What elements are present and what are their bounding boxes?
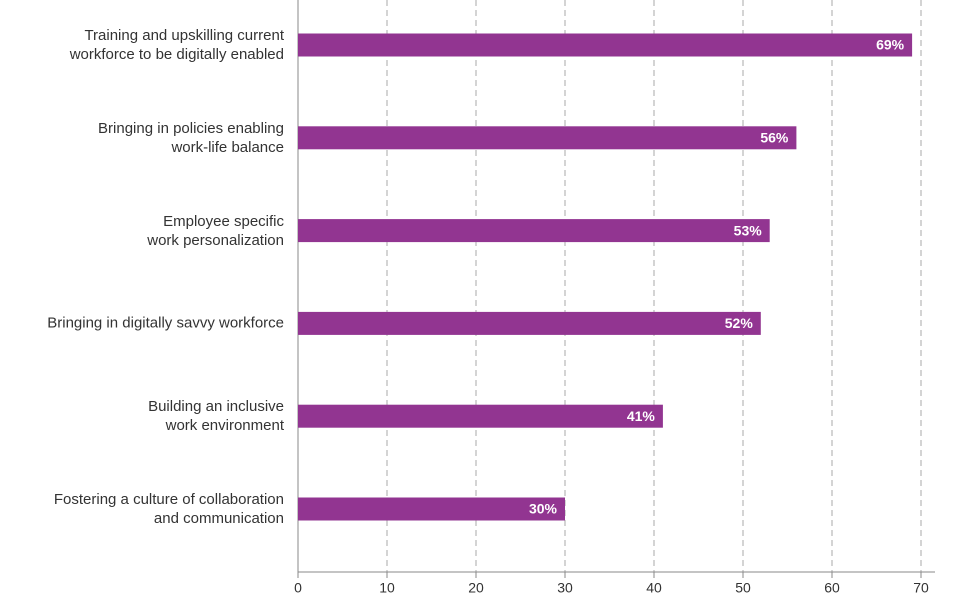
y-tick-label: Employee specific work personalization <box>147 212 284 249</box>
y-tick-label: Bringing in digitally savvy workforce <box>47 314 284 332</box>
data-label: 30% <box>529 501 558 517</box>
data-label: 69% <box>876 37 905 53</box>
x-tick-label: 0 <box>294 580 302 596</box>
bar <box>298 33 913 57</box>
y-tick-label: Training and upskilling current workforc… <box>69 27 284 63</box>
data-label: 56% <box>760 130 789 146</box>
x-tick-label: 50 <box>735 580 751 596</box>
bar <box>298 404 663 428</box>
bar <box>298 497 565 521</box>
y-tick-label: Building an inclusive work environment <box>148 398 284 435</box>
data-label: 52% <box>725 315 754 331</box>
x-tick-label: 20 <box>468 580 484 596</box>
x-tick-label: 30 <box>557 580 573 596</box>
x-tick-label: 70 <box>913 580 929 596</box>
data-label: 41% <box>627 408 656 424</box>
x-tick-label: 40 <box>646 580 662 596</box>
bar <box>298 219 770 243</box>
y-tick-label: Bringing in policies enabling work-life … <box>98 119 284 156</box>
bar <box>298 126 797 150</box>
bar <box>298 311 761 335</box>
y-tick-label: Fostering a culture of collaboration and… <box>53 491 284 527</box>
data-label: 53% <box>734 222 763 238</box>
x-tick-label: 60 <box>824 580 840 596</box>
x-tick-label: 10 <box>379 580 395 596</box>
